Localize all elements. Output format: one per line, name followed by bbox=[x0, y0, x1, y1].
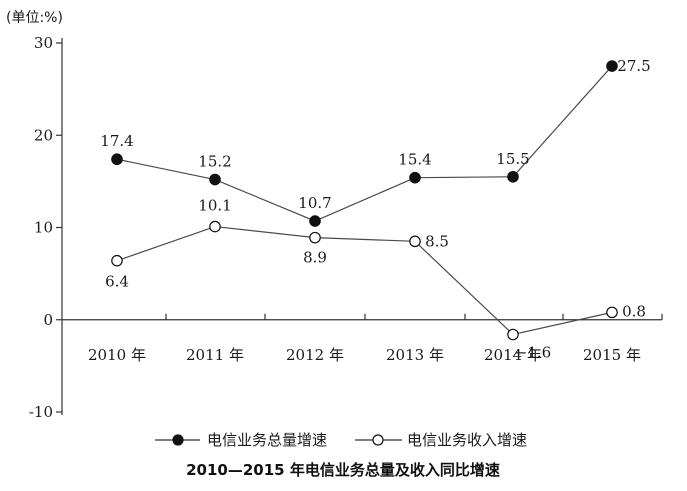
x-axis-ticks: 2010 年 2011 年 2012 年 2013 年 2014 年 2015 年 bbox=[88, 313, 663, 364]
data-label: 15.4 bbox=[398, 151, 431, 169]
x-tick-label: 2014 年 bbox=[484, 346, 542, 364]
axes bbox=[61, 38, 662, 415]
x-tick-label: 2012 年 bbox=[286, 346, 344, 364]
data-label: 10.1 bbox=[198, 197, 231, 215]
series-revenue-growth: 6.4 10.1 8.9 8.5 −1.6 0.8 bbox=[105, 197, 646, 362]
data-label: 27.5 bbox=[617, 57, 650, 75]
data-label: 0.8 bbox=[622, 302, 646, 320]
data-point bbox=[606, 60, 618, 72]
legend-label: 电信业务收入增速 bbox=[407, 431, 527, 449]
data-point bbox=[111, 153, 123, 166]
data-label: 8.9 bbox=[303, 249, 327, 267]
data-point bbox=[606, 306, 618, 319]
chart-title: 2010—2015 年电信业务总量及收入同比增速 bbox=[186, 461, 500, 479]
y-axis-ticks: 30 20 10 0 -10 bbox=[29, 34, 62, 421]
y-axis-unit-label: (单位:%) bbox=[6, 10, 63, 26]
data-label: −1.6 bbox=[515, 344, 551, 362]
series-line bbox=[116, 225, 613, 336]
data-label: 17.4 bbox=[100, 132, 133, 150]
legend: 电信业务总量增速 电信业务收入增速 bbox=[155, 431, 527, 449]
x-tick-label: 2010 年 bbox=[88, 346, 146, 364]
data-label: 8.5 bbox=[425, 232, 449, 250]
y-tick-label: 20 bbox=[34, 126, 53, 144]
data-label: 15.5 bbox=[496, 150, 529, 168]
series-line bbox=[116, 65, 613, 222]
y-tick-label: -10 bbox=[29, 403, 53, 421]
y-tick-label: 10 bbox=[34, 219, 53, 237]
x-tick-label: 2015 年 bbox=[583, 346, 641, 364]
data-label: 6.4 bbox=[105, 273, 129, 291]
data-point bbox=[507, 170, 519, 183]
y-tick-label: 0 bbox=[43, 311, 53, 329]
data-label: 15.2 bbox=[198, 153, 231, 171]
data-point bbox=[507, 328, 519, 341]
legend-marker bbox=[372, 434, 384, 446]
data-label: 10.7 bbox=[298, 194, 331, 212]
x-tick-label: 2011 年 bbox=[186, 346, 244, 364]
data-point bbox=[309, 215, 321, 227]
x-tick-label: 2013 年 bbox=[386, 346, 444, 364]
y-tick-label: 30 bbox=[34, 34, 53, 52]
data-point bbox=[111, 254, 123, 267]
data-point bbox=[309, 231, 321, 244]
legend-label: 电信业务总量增速 bbox=[207, 431, 327, 449]
data-point bbox=[209, 220, 221, 233]
series-total-volume-growth: 17.4 15.2 10.7 15.4 15.5 27.5 bbox=[100, 57, 651, 227]
series-layer: 17.4 15.2 10.7 15.4 15.5 27.5 6.4 10.1 8.9 8.5 −1.… bbox=[100, 57, 650, 361]
legend-marker bbox=[172, 434, 184, 446]
data-point bbox=[209, 173, 221, 186]
data-point bbox=[409, 171, 421, 184]
data-point bbox=[409, 235, 421, 248]
